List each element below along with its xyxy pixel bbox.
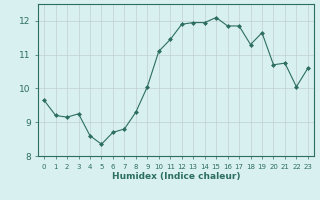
X-axis label: Humidex (Indice chaleur): Humidex (Indice chaleur) (112, 172, 240, 181)
